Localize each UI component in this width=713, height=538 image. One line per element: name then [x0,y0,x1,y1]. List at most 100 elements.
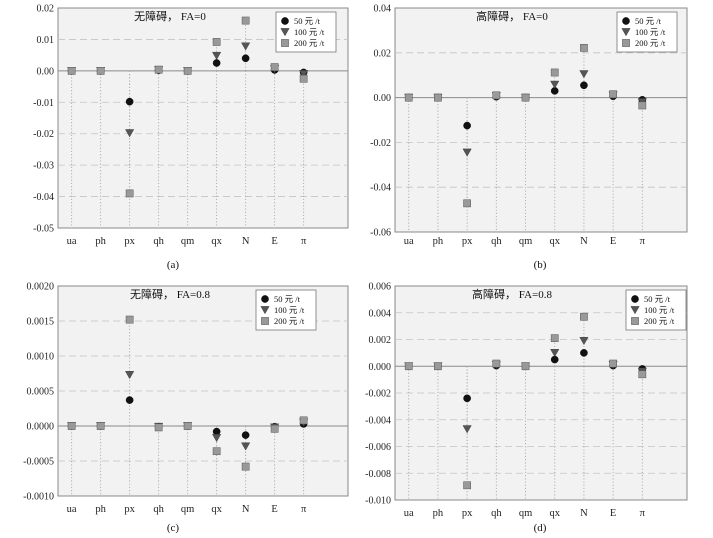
x-category-label: E [271,236,277,247]
data-point [270,63,279,71]
x-category-label: qx [549,236,560,247]
data-point [96,422,105,430]
chart-panel-3: -0.0010 -0.0005 0.0000 0.0005 0.0010 0.0015 0.… [23,282,349,534]
x-category-label: qx [211,504,222,515]
legend-label: 100 元 /t [635,27,666,37]
data-point [241,54,250,63]
legend-label: 50 元 /t [274,294,301,304]
legend-label: 100 元 /t [274,305,305,315]
data-point [299,74,308,83]
x-category-label: px [124,236,135,247]
x-category-label: qm [519,236,532,247]
data-point [609,90,617,99]
y-tick-label: 0.0020 [27,282,55,293]
data-point [212,447,221,456]
y-tick-label: 0.02 [37,4,55,15]
legend-label: 50 元 /t [644,294,671,304]
data-point [404,93,413,102]
y-tick-label: -0.02 [33,129,54,140]
data-point [609,359,617,368]
data-point [638,370,647,379]
chart-title: 高障碍， FA=0 [476,9,548,23]
x-category-label: px [124,504,135,515]
legend-marker [261,295,269,303]
data-point [299,416,308,425]
data-point [299,70,309,79]
y-tick-label: 0.00 [374,93,392,104]
x-category-label: N [242,504,250,515]
legend-marker [261,317,269,325]
x-category-label: N [580,508,588,519]
y-tick-label: -0.006 [365,442,391,453]
x-category-label: qx [211,236,222,247]
y-tick-label: 0.0015 [27,317,55,328]
data-point [638,101,647,110]
data-point [125,371,135,380]
data-point [125,97,134,106]
y-tick-label: 0.0010 [27,352,55,363]
x-category-label: qm [519,508,532,519]
data-point [521,362,530,371]
legend-marker [281,17,289,25]
x-category-label: N [242,236,250,247]
x-category-label: px [462,236,473,247]
legend-marker [631,317,639,325]
x-category-label: π [301,504,307,515]
x-category-label: ua [67,504,77,515]
legend-marker [631,295,639,303]
x-category-label: qx [549,508,560,519]
x-category-label: π [640,508,646,519]
data-point [463,481,471,490]
legend-label: 100 元 /t [644,305,675,315]
series-s200 [67,315,308,471]
legend-marker [281,39,289,47]
data-point [521,93,530,102]
data-point [550,334,559,343]
data-point [580,312,588,321]
legend-marker [622,39,630,47]
y-tick-label: -0.01 [33,98,54,109]
x-category-label: qm [181,236,194,247]
x-category-label: qm [181,504,194,515]
x-category-label: ph [95,504,106,515]
x-category-label: ua [67,236,77,247]
y-tick-label: -0.004 [365,415,391,426]
legend-marker [280,28,290,37]
data-point [404,362,413,371]
legend-marker [630,306,640,315]
x-category-label: ua [404,508,414,519]
panel-label: (c) [167,522,180,534]
legend-label: 200 元 /t [644,316,675,326]
y-tick-label: 0.006 [369,282,392,293]
y-tick-label: -0.02 [370,138,391,149]
legend-label: 200 元 /t [294,38,325,48]
x-category-label: qh [491,508,502,519]
x-category-label: E [271,504,277,515]
chart-title: 无障碍， FA=0.8 [130,287,210,301]
legend-label: 50 元 /t [294,16,321,26]
chart-title: 无障碍， FA=0 [134,9,206,23]
legend-label: 50 元 /t [635,16,662,26]
y-tick-label: 0.01 [37,35,55,46]
y-tick-label: 0.0000 [27,422,55,433]
x-category-label: E [610,508,616,519]
data-point [550,349,560,358]
legend-label: 200 元 /t [635,38,666,48]
data-point [580,349,588,357]
data-point [212,38,221,46]
y-tick-label: -0.008 [365,469,391,480]
panel-label: (b) [534,259,547,271]
data-point [462,425,472,434]
x-category-label: π [301,236,307,247]
data-point [550,68,559,77]
y-tick-label: 0.0005 [27,387,55,398]
chart-panel-2: -0.06 -0.04 -0.02 0.00 0.02 0.04 ua ph px qh qm qx N… [370,4,688,271]
data-point [125,129,135,138]
y-tick-label: -0.04 [370,183,391,194]
y-tick-label: 0.000 [369,362,392,373]
data-point [125,396,134,404]
data-point [492,91,501,100]
